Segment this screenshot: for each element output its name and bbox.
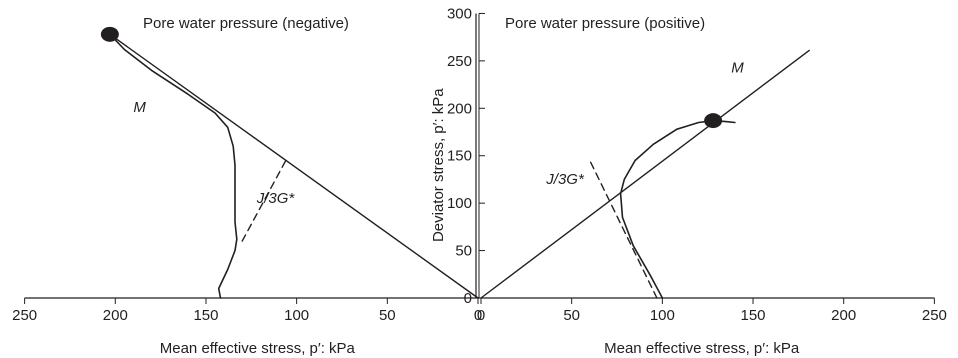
x-tick-label-left: 0 — [474, 307, 482, 324]
stress-path-positive — [619, 119, 736, 299]
x-tick-label-right: 0 — [477, 307, 485, 324]
x-tick-label-right: 200 — [831, 307, 856, 324]
j3g-line-positive — [589, 159, 658, 299]
markers-layer — [100, 26, 723, 129]
y-tick-label: 150 — [447, 148, 472, 165]
y-tick-label: 100 — [447, 195, 472, 212]
stress-path-negative — [109, 33, 238, 299]
y-tick-label: 50 — [455, 243, 472, 260]
y-axis-title: Deviator stress, p′: kPa — [430, 88, 447, 242]
x-tick-label-left: 200 — [103, 307, 128, 324]
labels-layer: Mean effective stress, p′: kPa Mean effec… — [133, 15, 799, 357]
x-tick-label-left: 250 — [12, 307, 37, 324]
x-tick-label-right: 100 — [650, 307, 675, 324]
x-tick-label-right: 250 — [922, 307, 947, 324]
x-tick-label-left: 100 — [284, 307, 309, 324]
x-tick-label-right: 50 — [563, 307, 580, 324]
x-tick-label-right: 150 — [741, 307, 766, 324]
y-tick-label: 0 — [464, 290, 472, 307]
panel-title-positive: Pore water pressure (positive) — [505, 15, 705, 32]
annotation-m-negative: M — [133, 99, 146, 116]
y-tick-label: 250 — [447, 53, 472, 70]
j3g-line-negative — [241, 159, 287, 242]
failure-point-negative — [100, 26, 119, 42]
x-axis-title-right: Mean effective stress, p′: kPa — [604, 340, 800, 357]
x-axis-title-left: Mean effective stress, p′: kPa — [160, 340, 356, 357]
annotation-j3g-negative: J/3G* — [256, 190, 296, 207]
y-tick-label: 200 — [447, 100, 472, 117]
ticks-layer: 250 200 150 100 50 00 50 100 150 200 2500501001502… — [12, 5, 947, 324]
annotation-m-positive: M — [731, 59, 744, 76]
m-line-positive — [480, 49, 810, 299]
panel-title-negative: Pore water pressure (negative) — [143, 15, 349, 32]
x-tick-label-left: 50 — [379, 307, 396, 324]
annotation-j3g-positive: J/3G* — [545, 171, 585, 188]
lines-layer — [109, 33, 810, 299]
m-line-negative — [109, 33, 479, 299]
x-tick-label-left: 150 — [193, 307, 218, 324]
y-tick-label: 300 — [447, 5, 472, 22]
failure-point-positive — [704, 113, 723, 129]
